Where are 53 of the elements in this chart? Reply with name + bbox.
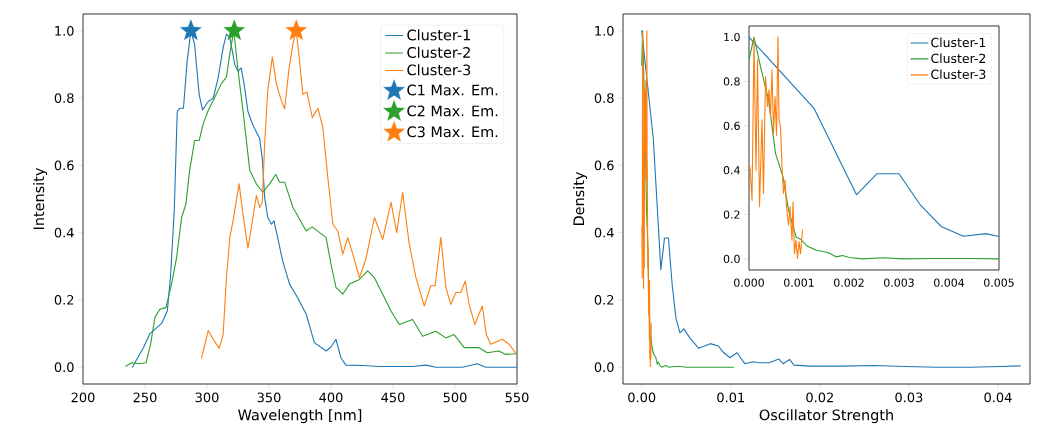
legend-label: Cluster-2 [407,46,470,58]
x-tick-label: 0.00 [628,392,656,403]
y-tick-label: 0.8 [54,93,74,103]
x-axis-title: Wavelength [nm] [238,409,362,424]
y-tick-label: 1.0 [55,25,74,36]
x-tick-label: 400 [319,392,343,403]
y-tick-label: 0.6 [54,160,74,171]
y-axis-title: Density [573,171,588,226]
x-tick-label: 0.000 [734,278,764,287]
line-series [641,30,1021,368]
legend-label: Cluster-1 [407,29,470,41]
x-tick-label: 0.003 [884,278,914,287]
x-tick-label: 0.02 [806,392,833,403]
x-tick-label: 0.03 [895,392,923,403]
x-axis-title: Oscillator Strength [759,409,893,424]
x-tick-label: 300 [195,392,219,403]
y-tick-label: 1.0 [724,32,740,42]
legend-label: Cluster-1 [931,37,986,48]
y-tick-label: 0.2 [54,295,74,305]
x-tick-label: 350 [257,392,281,403]
y-axis-title: Intensity [33,167,48,230]
x-tick-label: 0.04 [984,392,1012,403]
y-tick-label: 0.8 [723,77,740,86]
line-series [749,36,804,260]
x-tick-label: 500 [443,392,467,403]
x-tick-label: 450 [381,392,405,403]
legend-label: Cluster-3 [931,69,986,80]
y-tick-label: 0.6 [594,160,614,171]
y-tick-label: 0.4 [594,227,614,238]
y-tick-label: 0.2 [723,210,740,219]
legend-label: Cluster-2 [931,53,986,64]
y-tick-label: 0.4 [723,166,740,175]
y-tick-label: 0.8 [594,93,614,103]
y-tick-label: 0.2 [594,295,614,305]
legend-label: C1 Max. Em. [407,84,498,96]
x-tick-label: 0.001 [784,278,814,287]
legend-label: Cluster-3 [407,64,471,76]
line-series [641,30,652,368]
legend-label: C3 Max. Em. [407,126,498,138]
y-tick-label: 0.4 [54,227,74,238]
y-tick-label: 1.0 [595,25,614,36]
y-tick-label: 0.6 [723,121,740,130]
x-tick-label: 550 [505,392,529,403]
y-tick-label: 0.0 [54,362,74,373]
x-tick-label: 200 [71,392,95,403]
x-tick-label: 0.01 [717,392,744,403]
y-tick-label: 0.0 [723,254,740,264]
legend-label: C2 Max. Em. [407,105,498,117]
x-tick-label: 0.002 [834,278,864,287]
x-tick-label: 0.005 [984,278,1014,287]
x-tick-label: 250 [133,392,157,403]
x-tick-label: 0.004 [934,278,965,287]
y-tick-label: 0.0 [594,362,614,373]
